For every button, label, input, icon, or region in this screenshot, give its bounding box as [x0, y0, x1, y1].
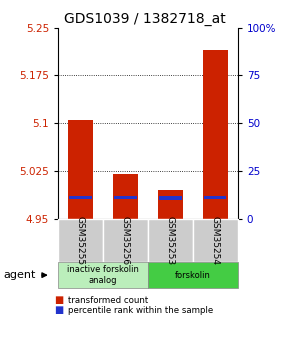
Bar	[159, 196, 182, 200]
Bar	[69, 196, 92, 199]
Text: GSM35253: GSM35253	[166, 216, 175, 265]
Text: ■: ■	[54, 306, 63, 315]
Bar	[204, 196, 226, 199]
Bar	[68, 120, 93, 219]
Text: agent: agent	[3, 270, 35, 280]
Bar	[114, 196, 137, 199]
Text: forskolin: forskolin	[175, 270, 211, 280]
Bar	[203, 50, 228, 219]
Bar	[113, 175, 138, 219]
Text: inactive forskolin
analog: inactive forskolin analog	[67, 265, 139, 285]
Text: GSM35254: GSM35254	[211, 216, 220, 265]
Text: transformed count: transformed count	[68, 296, 148, 305]
Text: percentile rank within the sample: percentile rank within the sample	[68, 306, 213, 315]
Text: GSM35256: GSM35256	[121, 216, 130, 265]
Text: ■: ■	[54, 295, 63, 305]
Text: GDS1039 / 1382718_at: GDS1039 / 1382718_at	[64, 12, 226, 26]
Bar	[158, 190, 183, 219]
Text: GSM35255: GSM35255	[76, 216, 85, 265]
